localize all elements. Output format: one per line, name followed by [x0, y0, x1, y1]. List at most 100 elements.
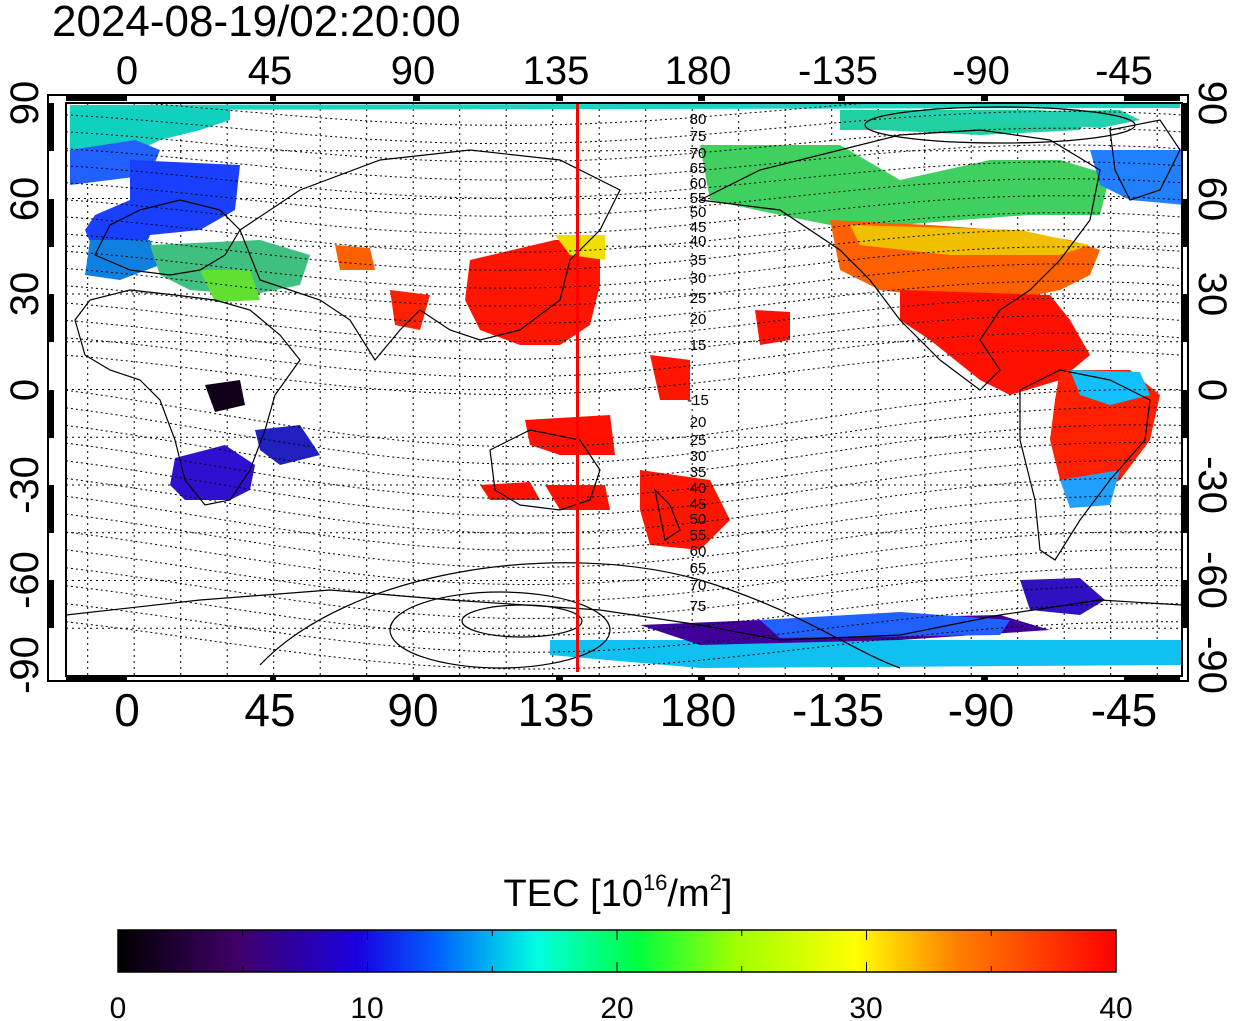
frame-tick-bar [48, 199, 54, 247]
frame-tick-bar [1182, 580, 1188, 628]
contour-line [66, 603, 1182, 653]
contour-line [66, 110, 1182, 145]
contour-line [66, 212, 1182, 253]
top-longitude-axis: 0 45 90 135 180 -135 -90 -45 [116, 49, 1153, 93]
frame-tick-bar [556, 95, 563, 101]
colorbar-tick-label: 40 [1099, 992, 1132, 1021]
frame-tick-bar [981, 676, 988, 682]
contour-line [66, 513, 1182, 568]
magnetic-contours [66, 103, 1182, 670]
contour-label: 65 [690, 560, 707, 577]
right-lat-label: 30 [1190, 272, 1234, 317]
right-lat-label: -90 [1190, 636, 1234, 694]
right-lat-label: -30 [1190, 456, 1234, 514]
tec-data-layer [70, 103, 1182, 668]
contour-line [66, 495, 1182, 551]
contour-labels-south: -15 20 25 30 35 40 45 50 55 60 65 70 75 [687, 392, 709, 615]
left-latitude-axis: 90 60 30 0 -30 -60 -90 [3, 81, 47, 694]
frame-tick-bar [66, 676, 127, 682]
frame-tick-bar [48, 294, 54, 342]
contour-label: 40 [690, 233, 707, 250]
contour-label: 35 [690, 252, 707, 269]
right-lat-label: 0 [1190, 379, 1234, 401]
top-lon-label: 0 [116, 49, 138, 93]
contour-label: 50 [690, 511, 707, 528]
bottom-lon-label: 180 [660, 684, 737, 736]
frame-tick-bar [698, 95, 705, 101]
contour-label: 65 [690, 160, 707, 177]
contour-line [135, 103, 876, 126]
contour-line [66, 144, 1182, 181]
bottom-lon-label: -90 [948, 684, 1014, 736]
left-lat-label: 30 [3, 272, 47, 317]
contour-label: 30 [690, 448, 707, 465]
frame-tick-bar [981, 95, 988, 101]
colorbar-tick-label: 20 [600, 992, 633, 1021]
top-lon-label: 90 [391, 49, 436, 93]
contour-label: 55 [690, 527, 707, 544]
contour-label: 35 [690, 464, 707, 481]
contour-line [66, 424, 1182, 482]
frame-tick-bar [48, 390, 54, 438]
frame-tick-bar [838, 676, 845, 682]
plot-outer-frame [47, 94, 1189, 682]
right-lat-label: 60 [1190, 177, 1234, 222]
contour-line [66, 280, 1182, 325]
contour-label: 55 [690, 190, 707, 207]
frame-tick-bar [1124, 676, 1180, 682]
contour-line [66, 332, 1182, 378]
top-lon-label: -135 [798, 49, 878, 93]
bottom-lon-label: 90 [387, 684, 438, 736]
top-lon-label: 45 [248, 49, 293, 93]
contour-line [66, 195, 1182, 235]
contour-label: 70 [690, 577, 707, 594]
contour-line [66, 585, 1182, 636]
contour-label: 60 [690, 543, 707, 560]
frame-tick-bar [1182, 199, 1188, 247]
colorbar-title: TEC [1016/m2] [504, 870, 733, 915]
frame-tick-bar [413, 676, 420, 682]
colorbar-tick-labels: 0 10 20 30 40 [110, 992, 1133, 1021]
contour-label: 25 [690, 432, 707, 449]
contour-line [66, 127, 1182, 163]
contour-label: 75 [690, 598, 707, 615]
colorbar-tick-label: 30 [849, 992, 882, 1021]
colorbar-tick-label: 0 [110, 992, 127, 1021]
bottom-lon-label: 135 [518, 684, 595, 736]
frame-tick-bar [48, 485, 54, 533]
contour-label: 25 [690, 290, 707, 307]
colorbar-tick-label: 10 [350, 992, 383, 1021]
timestamp-title: 2024-08-19/02:20:00 [52, 0, 461, 46]
frame-tick-bar [413, 95, 420, 101]
contour-line [66, 178, 1182, 217]
frame-tick-bars [48, 95, 1188, 682]
frame-tick-bar [270, 95, 276, 101]
contour-line [66, 477, 1182, 534]
contour-line [66, 229, 1182, 271]
contour-line [66, 350, 1182, 395]
right-lat-label: -60 [1190, 551, 1234, 609]
top-lon-label: -45 [1095, 49, 1153, 93]
frame-tick-bar [1182, 294, 1188, 342]
contour-line [66, 459, 1182, 517]
contour-label: 60 [690, 175, 707, 192]
contour-label: 50 [690, 204, 707, 221]
bottom-lon-label: -45 [1091, 684, 1157, 736]
contour-line [66, 161, 1182, 199]
bottom-lon-label: -135 [792, 684, 884, 736]
frame-tick-bar [1182, 485, 1188, 533]
left-lat-label: -60 [3, 551, 47, 609]
contour-label: 45 [690, 496, 707, 513]
bottom-lon-label: 0 [114, 684, 140, 736]
contour-labels-north: 80 75 70 65 60 55 50 45 40 35 30 25 20 1… [690, 111, 707, 354]
top-lon-label: 135 [523, 49, 590, 93]
contour-label: 40 [690, 480, 707, 497]
frame-tick-bar [48, 103, 54, 151]
contour-label: 80 [690, 111, 707, 128]
frame-tick-bar [838, 95, 845, 101]
plot-frame [65, 102, 1183, 677]
contour-label: -15 [687, 392, 709, 409]
coastlines [66, 119, 1182, 641]
frame-tick-bar [48, 580, 54, 628]
